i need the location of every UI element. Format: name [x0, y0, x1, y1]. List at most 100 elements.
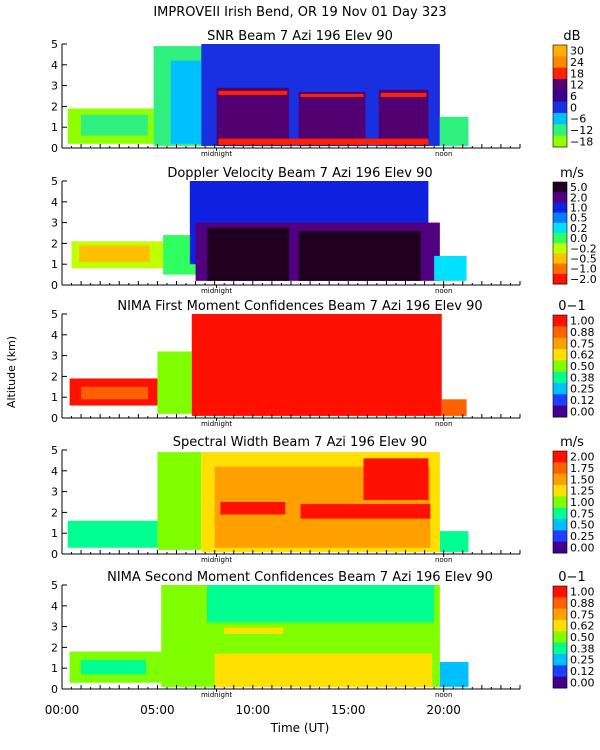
heatmap-region — [363, 458, 429, 500]
colorbar-tick-label: −18 — [570, 135, 593, 148]
colorbar-swatch — [553, 642, 567, 655]
colorbar-tick-label: 0.12 — [570, 394, 595, 407]
colorbar-swatch — [553, 45, 567, 57]
colorbar-tick-label: 0.00 — [570, 405, 595, 418]
y-tick-label: 0 — [51, 279, 58, 292]
colorbar-unit: m/s — [560, 166, 584, 181]
colorbar-swatch — [553, 253, 567, 265]
colorbar-swatch — [553, 135, 567, 148]
colorbar-swatch — [553, 243, 567, 254]
colorbar-tick-label: 0.62 — [570, 349, 595, 362]
heatmap-region — [191, 314, 442, 416]
colorbar-tick-label: 0.00 — [570, 541, 595, 554]
colorbar-tick-label: 0.00 — [570, 676, 595, 689]
colorbar-swatch — [553, 67, 567, 80]
colorbar-swatch — [553, 394, 567, 407]
colorbar-tick-label: −0.5 — [570, 253, 597, 266]
heatmap-region — [298, 91, 366, 146]
panel-title: Doppler Velocity Beam 7 Azi 196 Elev 90 — [167, 166, 432, 181]
colorbar-swatch — [553, 676, 567, 689]
y-tick-label: 0 — [51, 548, 58, 561]
colorbar-swatch — [553, 451, 567, 463]
y-tick-label: 2 — [51, 237, 58, 250]
colorbar-swatch — [553, 620, 567, 632]
colorbar-swatch — [553, 337, 567, 350]
colorbar-tick-label: 0.50 — [570, 631, 595, 644]
y-tick-label: 2 — [51, 641, 58, 654]
colorbar-swatch — [553, 608, 567, 621]
colorbar-tick-label: 1.75 — [570, 462, 595, 475]
colorbar-tick-label: 12 — [570, 79, 584, 92]
colorbar-swatch — [553, 665, 567, 678]
panel-3: NIMA First Moment Confidences Beam 7 Azi… — [51, 299, 595, 428]
noon-annotation: noon — [435, 691, 452, 699]
colorbar-swatch — [553, 586, 567, 598]
colorbar-unit: 0−1 — [558, 299, 585, 314]
heatmap-area — [67, 452, 469, 552]
y-tick-label: 5 — [51, 444, 58, 457]
heatmap-region — [218, 90, 288, 95]
colorbar-tick-label: 1.50 — [570, 473, 595, 486]
heatmap-region — [214, 653, 433, 687]
colorbar-tick-label: 24 — [570, 56, 584, 69]
figure-title: IMPROVEII Irish Bend, OR 19 Nov 01 Day 3… — [153, 5, 446, 20]
x-tick-label: 20:00 — [426, 703, 461, 717]
colorbar-tick-label: 1.0 — [570, 202, 588, 215]
heatmap-region — [439, 661, 469, 687]
heatmap-region — [216, 87, 290, 146]
heatmap-region — [380, 92, 427, 98]
x-tick-label: 05:00 — [140, 703, 175, 717]
colorbar-frame — [552, 44, 568, 148]
y-tick-label: 3 — [51, 80, 58, 93]
colorbar-swatch — [553, 541, 567, 554]
colorbar-tick-label: −2.0 — [570, 273, 597, 286]
heatmap-region — [81, 386, 148, 400]
colorbar-swatch — [553, 233, 567, 244]
y-tick-label: 1 — [51, 121, 58, 134]
colorbar-tick-label: 2.00 — [570, 451, 595, 464]
colorbar-tick-label: 1.25 — [570, 485, 595, 498]
heatmap-region — [224, 627, 284, 634]
colorbar-tick-label: −0.2 — [570, 242, 597, 255]
panel-1: SNR Beam 7 Azi 196 Elev 90 dB012345midnig… — [51, 29, 593, 158]
heatmap-region — [207, 585, 435, 623]
heatmap-area — [69, 585, 469, 687]
colorbar-frame — [552, 585, 568, 689]
colorbar-tick-label: 0.62 — [570, 620, 595, 633]
y-tick-label: 0 — [51, 142, 58, 155]
x-tick-label: 10:00 — [236, 703, 271, 717]
heatmap-region — [300, 504, 431, 519]
heatmap-area — [67, 44, 469, 146]
colorbar-swatch — [553, 473, 567, 486]
colorbar-tick-label: 30 — [570, 45, 584, 58]
colorbar-swatch — [553, 124, 567, 137]
colorbar-tick-label: 0.12 — [570, 665, 595, 678]
y-axis-label: Altitude (km) — [5, 336, 18, 408]
y-tick-label: 4 — [51, 329, 58, 342]
colorbar-swatch — [553, 485, 567, 497]
y-tick-label: 2 — [51, 370, 58, 383]
colorbar-swatch — [553, 222, 567, 234]
y-tick-label: 5 — [51, 38, 58, 51]
heatmap-region — [79, 245, 150, 263]
colorbar-swatch — [553, 360, 567, 373]
noon-annotation: noon — [435, 420, 452, 428]
y-tick-label: 5 — [51, 579, 58, 592]
heatmap-region — [378, 89, 429, 146]
colorbar-tick-label: 0.38 — [570, 371, 595, 384]
y-tick-label: 3 — [51, 350, 58, 363]
heatmap-region — [434, 255, 467, 281]
midnight-annotation: midnight — [201, 556, 232, 564]
noon-annotation: noon — [435, 287, 452, 295]
panel-4: Spectral Width Beam 7 Azi 196 Elev 90 m/s… — [51, 435, 595, 564]
colorbar-swatch — [553, 326, 567, 339]
colorbar-unit: 0−1 — [558, 570, 585, 585]
colorbar-frame — [552, 181, 568, 285]
heatmap-region — [67, 520, 158, 548]
panel-title: NIMA Second Moment Confidences Beam 7 Az… — [107, 570, 493, 585]
heatmap-region — [170, 60, 202, 144]
colorbar-swatch — [553, 56, 567, 69]
colorbar-swatch — [553, 202, 567, 214]
colorbar-swatch — [553, 79, 567, 91]
